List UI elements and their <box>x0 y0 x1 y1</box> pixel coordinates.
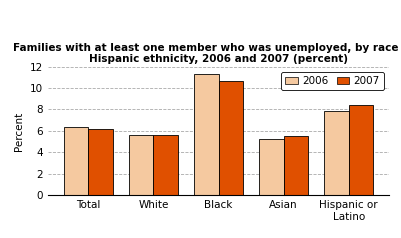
Y-axis label: Percent: Percent <box>14 111 24 150</box>
Bar <box>88 129 113 195</box>
Bar <box>219 81 243 195</box>
Bar <box>349 105 373 195</box>
Bar <box>324 111 349 195</box>
Bar <box>284 136 308 195</box>
Bar <box>154 135 178 195</box>
Bar <box>259 139 284 195</box>
Bar <box>129 135 154 195</box>
Bar <box>194 74 219 195</box>
Title: Families with at least one member who was unemployed, by race and
Hispanic ethni: Families with at least one member who wa… <box>13 43 401 64</box>
Bar <box>64 127 88 195</box>
Legend: 2006, 2007: 2006, 2007 <box>281 72 384 90</box>
